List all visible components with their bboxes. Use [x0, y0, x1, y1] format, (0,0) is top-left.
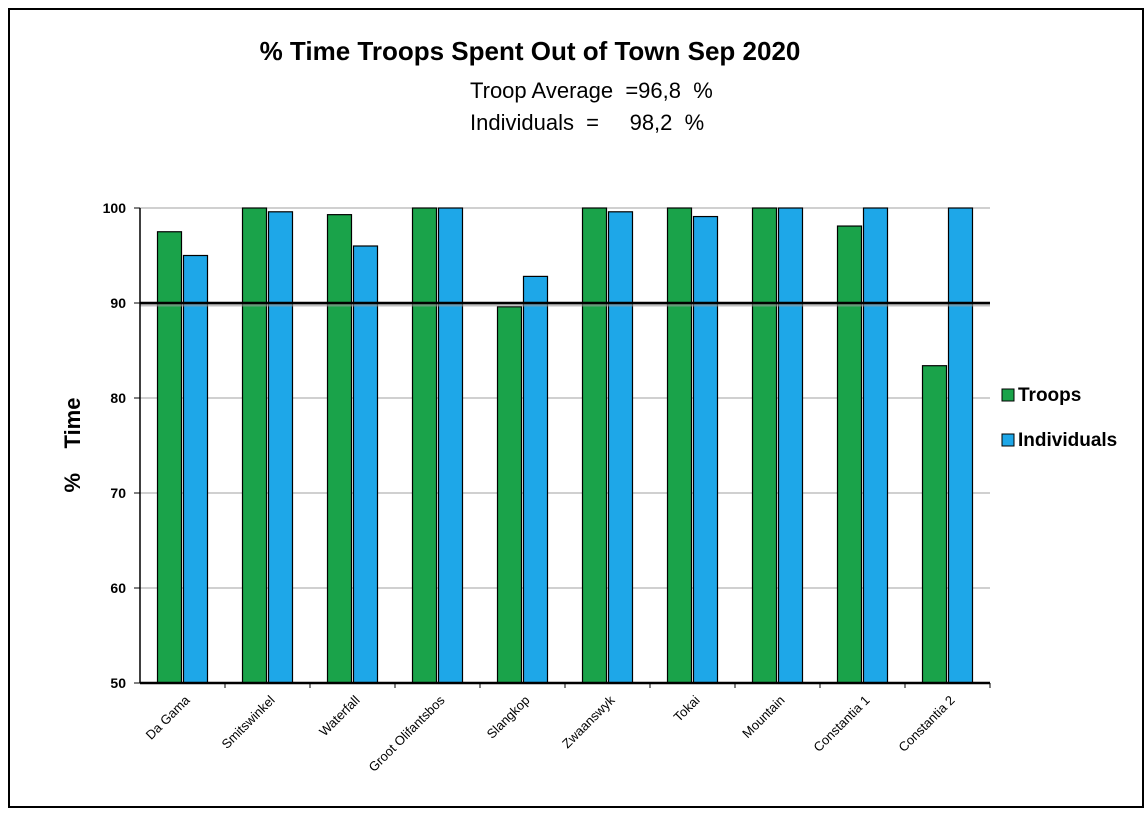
legend-swatch-troops: [1001, 388, 1015, 402]
category-label: Mountain: [739, 693, 787, 741]
bar-individuals: [607, 211, 634, 684]
bar-troops: [581, 207, 608, 684]
category-label: Waterfall: [316, 692, 363, 739]
bar-individuals: [352, 245, 379, 684]
category-label: Slangkop: [484, 693, 533, 742]
bar-individuals: [947, 207, 974, 684]
category-label: Constantia 1: [810, 693, 872, 755]
y-tick-label: 100: [103, 200, 127, 216]
bar-troops: [751, 207, 778, 684]
chart-title: % Time Troops Spent Out of Town Sep 2020: [259, 36, 801, 66]
bar-troops: [326, 214, 353, 684]
category-label: Zwaanswyk: [559, 692, 618, 751]
category-label: Constantia 2: [895, 693, 957, 755]
category-label: Groot Olifantsbos: [365, 692, 447, 774]
troop-average-label: Troop Average =96,8 %: [470, 78, 713, 103]
legend-label-troops: Troops: [1018, 385, 1081, 406]
category-label: Smitswinkel: [218, 692, 277, 751]
individuals-average-label: Individuals = 98,2 %: [470, 110, 705, 135]
y-tick-label: 60: [110, 580, 126, 596]
bar-troops: [921, 365, 948, 684]
y-tick-label: 50: [110, 675, 126, 691]
bar-individuals: [777, 207, 804, 684]
bar-individuals: [437, 207, 464, 684]
bar-individuals: [267, 211, 294, 684]
y-tick-label: 80: [110, 390, 126, 406]
category-label: Tokai: [671, 692, 703, 724]
legend-swatch-individuals: [1001, 433, 1015, 447]
bar-individuals: [182, 254, 209, 684]
bar-troops: [156, 231, 183, 684]
category-label: Da Gama: [143, 692, 193, 742]
bar-troops: [241, 207, 268, 684]
y-tick-label: 70: [110, 485, 126, 501]
y-axis-label: % Time: [60, 398, 85, 493]
bar-individuals: [692, 215, 719, 684]
bar-troops: [666, 207, 693, 684]
y-tick-label: 90: [110, 295, 126, 311]
bar-individuals: [862, 207, 889, 684]
bar-troops: [496, 306, 523, 684]
bar-troops: [836, 225, 863, 684]
bar-troops: [411, 207, 438, 684]
bar-individuals: [522, 275, 549, 684]
legend-label-individuals: Individuals: [1018, 430, 1117, 451]
